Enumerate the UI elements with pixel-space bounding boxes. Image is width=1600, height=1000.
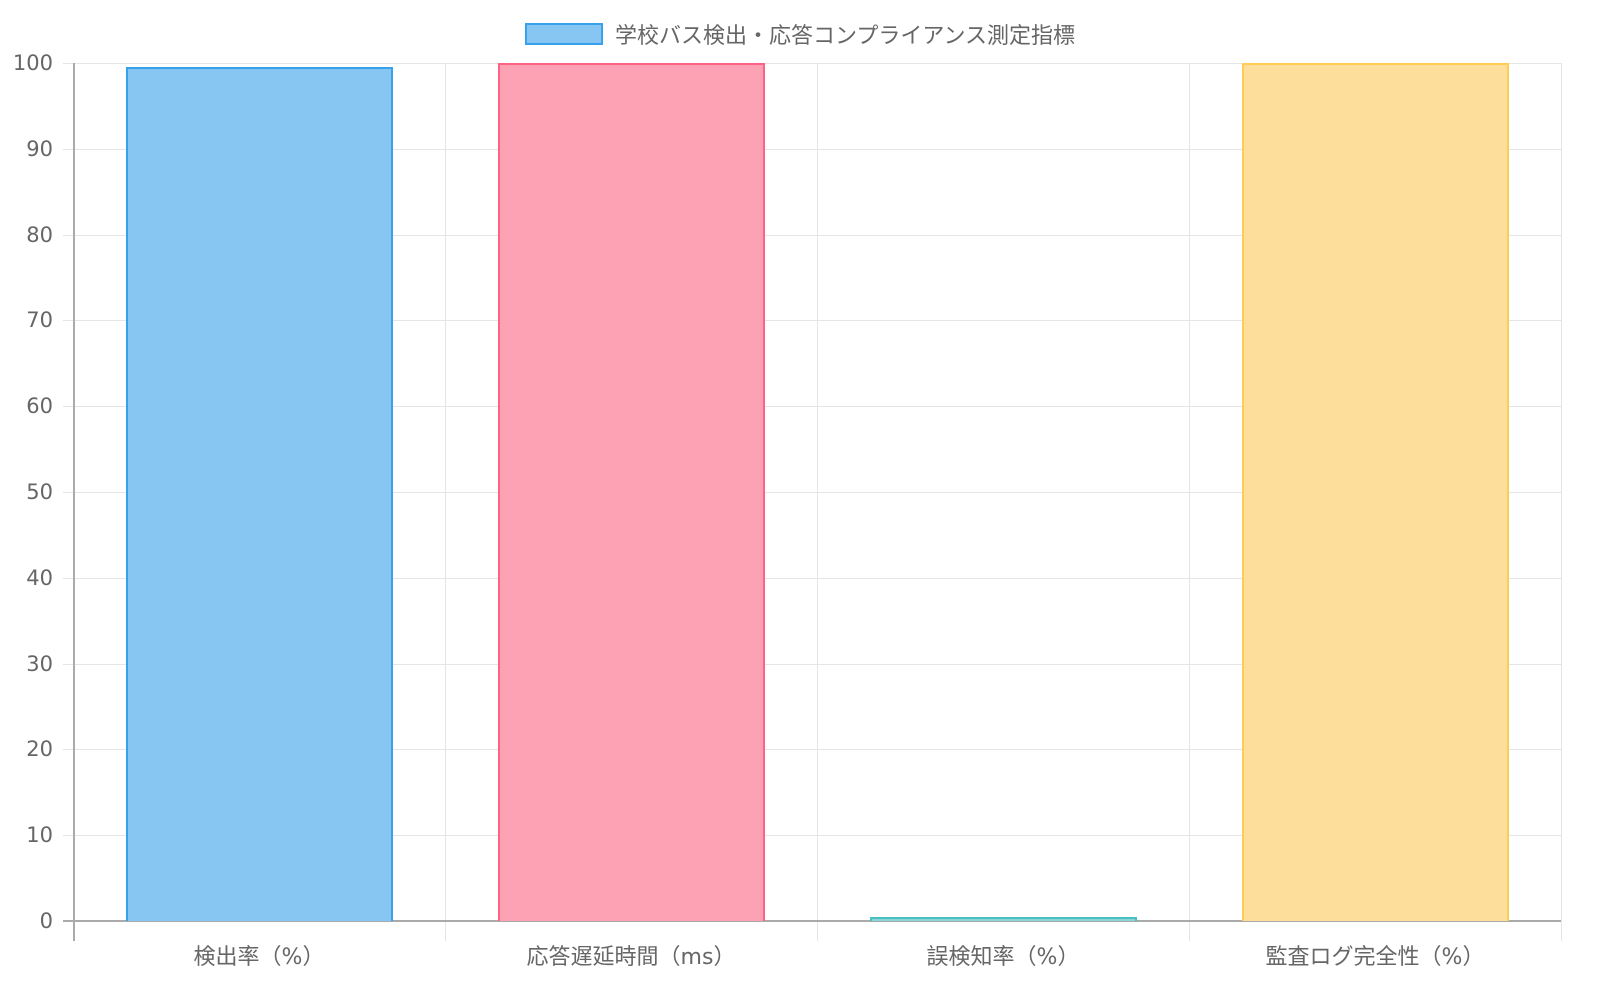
y-tick-label: 100 [12,51,53,75]
bar[interactable] [869,916,1137,921]
legend-label: 学校バス検出・応答コンプライアンス測定指標 [614,24,1076,49]
bar[interactable] [1241,63,1509,921]
y-tick-label: 80 [26,222,53,247]
plot-area: 0 10 20 30 40 50 60 70 80 90 100 検出率（%） 応答遅延時間（ms） 誤検… [13,52,1562,970]
y-tick-label: 40 [26,565,53,590]
x-tick-label: 誤検知率（%） [926,945,1080,970]
gridline-horizontal [63,835,1561,837]
gridline-vertical [445,63,446,941]
gridline-horizontal [63,749,1561,751]
gridline-horizontal [63,320,1561,322]
legend[interactable]: 学校バス検出・応答コンプライアンス測定指標 [0,18,1600,50]
x-tick-label: 応答遅延時間（ms） [526,945,736,970]
gridline-horizontal [63,234,1561,236]
gridline-horizontal [63,148,1561,150]
gridline-horizontal [63,63,1561,64]
y-tick-label: 70 [26,308,53,333]
y-tick-label: 0 [39,909,53,933]
bar[interactable] [125,67,393,921]
gridline-horizontal [63,406,1561,408]
y-tick-label: 50 [26,480,53,504]
y-tick-label: 10 [26,823,53,848]
x-axis [63,920,1561,922]
y-tick-label: 30 [26,651,53,676]
y-tick-label: 20 [26,737,53,762]
gridline-vertical [1561,63,1562,941]
legend-swatch [524,23,603,45]
bar[interactable] [497,63,765,921]
gridline-horizontal [63,663,1561,665]
y-tick-label: 90 [26,136,53,161]
gridline-horizontal [63,577,1561,579]
gridline-vertical [1189,63,1190,941]
x-tick-label: 監査ログ完全性（%） [1265,945,1485,970]
x-tick-label: 検出率（%） [193,945,325,970]
y-axis [73,63,75,941]
gridline-vertical [817,63,818,941]
gridline-horizontal [63,492,1561,493]
y-tick-label: 60 [26,394,53,419]
